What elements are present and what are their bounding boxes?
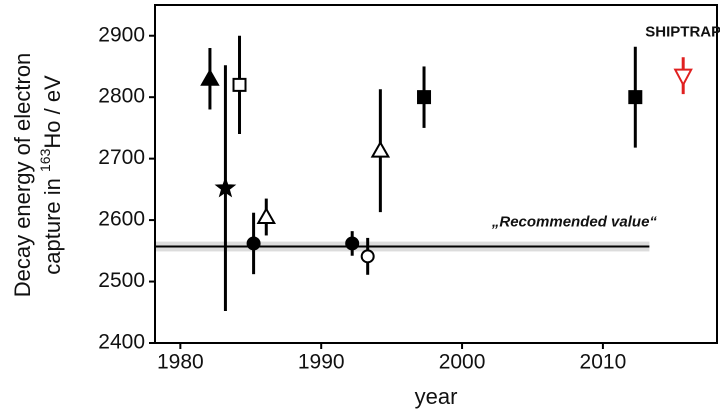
x-axis-label: year bbox=[415, 384, 458, 409]
annotation: SHIPTRAP bbox=[645, 24, 720, 41]
y-axis-label: Decay energy of electron bbox=[10, 53, 35, 298]
marker bbox=[360, 249, 375, 264]
marker bbox=[200, 68, 220, 86]
x-tick-label: 2010 bbox=[580, 351, 627, 374]
marker bbox=[345, 236, 360, 251]
y-tick-label: 2600 bbox=[98, 208, 145, 231]
y-axis-label-part: capture in bbox=[40, 172, 65, 275]
y-tick-label: 2700 bbox=[98, 146, 145, 169]
y-tick-label: 2800 bbox=[98, 85, 145, 108]
marker bbox=[256, 207, 276, 225]
y-tick-label: 2500 bbox=[98, 269, 145, 292]
x-tick-label: 1990 bbox=[298, 351, 345, 374]
y-tick-label: 2900 bbox=[98, 23, 145, 46]
marker bbox=[214, 176, 237, 198]
plot-frame bbox=[154, 4, 718, 344]
x-tick-label: 2000 bbox=[439, 351, 486, 374]
y-axis-label-part: Ho / eV bbox=[40, 75, 65, 149]
marker bbox=[246, 236, 261, 251]
marker bbox=[417, 90, 432, 105]
x-tick-label: 1980 bbox=[157, 351, 204, 374]
reference-label: „Recommended value“ bbox=[491, 213, 658, 230]
y-axis-label-superscript: 163 bbox=[37, 148, 53, 172]
marker bbox=[232, 77, 247, 92]
marker bbox=[370, 140, 391, 158]
marker bbox=[673, 68, 693, 87]
marker bbox=[628, 90, 643, 105]
y-axis-label: capture in 163Ho / eV bbox=[37, 75, 65, 275]
y-tick-label: 2400 bbox=[98, 331, 145, 354]
